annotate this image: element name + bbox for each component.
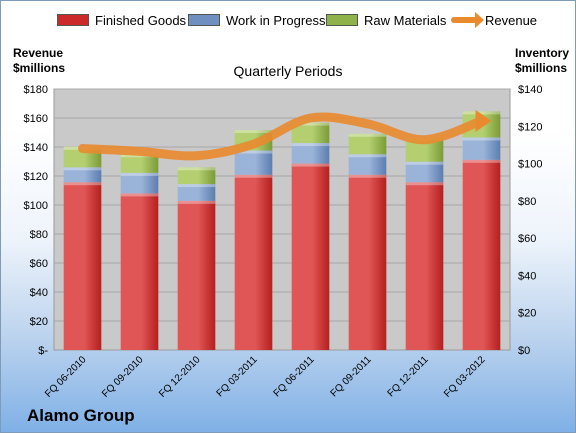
bar-highlight	[348, 154, 387, 158]
category-label: FQ 06-2011	[272, 354, 317, 399]
left-axis-tick-label: $100	[24, 200, 48, 212]
bar-work-in-progress	[405, 161, 444, 183]
bar-highlight	[177, 200, 216, 204]
left-axis-tick-label: $160	[24, 113, 48, 125]
bar-highlight	[177, 167, 216, 171]
left-axis-tick-label: $40	[30, 287, 48, 299]
legend-item-work-in-progress: Work in Progress	[188, 11, 325, 29]
category-label: FQ 03-2012	[442, 354, 488, 400]
right-axis-tick-label: $140	[518, 84, 542, 96]
left-axis-tick-label: $20	[30, 316, 48, 328]
bar-finished-goods	[348, 174, 387, 350]
left-axis-tick-label: $-	[38, 345, 48, 357]
legend: Finished Goods Work in Progress Raw Mate…	[1, 11, 575, 33]
left-axis-tick-label: $180	[24, 84, 48, 96]
bar-finished-goods	[63, 182, 102, 350]
bar-finished-goods	[234, 174, 273, 350]
bar-work-in-progress	[63, 167, 102, 183]
bar-highlight	[462, 137, 501, 141]
bar-highlight	[120, 172, 159, 176]
left-axis-tick-label: $120	[24, 171, 48, 183]
bar-work-in-progress	[291, 143, 330, 164]
bar-highlight	[462, 159, 501, 163]
legend-label-revenue: Revenue	[485, 12, 538, 28]
category-label: FQ 12-2010	[157, 354, 203, 400]
category-label: FQ 12-2011	[386, 354, 431, 399]
left-axis-tick-label: $60	[30, 258, 48, 270]
bar-highlight	[291, 143, 330, 147]
legend-swatch-work-in-progress	[188, 14, 220, 26]
bar-work-in-progress	[234, 150, 273, 175]
bar-highlight	[234, 130, 273, 134]
bar-highlight	[405, 182, 444, 186]
bar-highlight	[234, 150, 273, 154]
legend-label-finished-goods: Finished Goods	[95, 12, 187, 28]
bar-raw-materials	[177, 167, 216, 185]
legend-label-work-in-progress: Work in Progress	[226, 12, 326, 28]
legend-swatch-raw-materials	[326, 14, 358, 26]
bar-work-in-progress	[177, 184, 216, 201]
bar-finished-goods	[462, 159, 501, 350]
right-axis-tick-label: $80	[518, 196, 536, 208]
bar-highlight	[234, 174, 273, 178]
bar-raw-materials	[348, 133, 387, 155]
bar-highlight	[291, 122, 330, 126]
chart-subtitle: Quarterly Periods	[233, 63, 343, 79]
legend-swatch-revenue	[451, 12, 484, 28]
bar-highlight	[348, 174, 387, 178]
category-label: FQ 09-2011	[329, 354, 374, 399]
revenue-line	[78, 112, 486, 161]
legend-item-raw-materials: Raw Materials	[326, 11, 446, 29]
bar-highlight	[120, 193, 159, 197]
right-axis-tick-label: $40	[518, 270, 536, 282]
bar-finished-goods	[405, 182, 444, 350]
bar-highlight	[63, 182, 102, 186]
right-axis-tick-label: $0	[518, 345, 530, 357]
bar-work-in-progress	[348, 154, 387, 175]
bar-highlight	[462, 111, 501, 115]
legend-item-revenue: Revenue	[451, 11, 537, 29]
category-label: FQ 09-2010	[100, 354, 146, 400]
bar-finished-goods	[120, 193, 159, 350]
category-label: FQ 06-2010	[43, 354, 89, 400]
bar-highlight	[63, 167, 102, 171]
right-axis-tick-label: $120	[518, 121, 542, 133]
right-axis-tick-label: $60	[518, 233, 536, 245]
company-name: Alamo Group	[27, 406, 135, 425]
legend-item-finished-goods: Finished Goods	[57, 11, 186, 29]
left-axis-title: Revenue $millions	[13, 46, 66, 75]
bar-raw-materials	[120, 154, 159, 173]
legend-swatch-finished-goods	[57, 14, 89, 26]
category-label: FQ 03-2011	[215, 354, 260, 399]
bar-raw-materials	[291, 122, 330, 144]
bar-highlight	[405, 161, 444, 165]
bar-finished-goods	[291, 163, 330, 350]
bar-highlight	[291, 163, 330, 167]
bar-work-in-progress	[462, 137, 501, 160]
legend-label-raw-materials: Raw Materials	[364, 12, 447, 28]
bar-highlight	[348, 133, 387, 137]
bar-finished-goods	[177, 200, 216, 350]
revenue-arrowhead	[475, 109, 492, 132]
right-axis-tick-label: $100	[518, 159, 542, 171]
left-axis-tick-label: $80	[30, 229, 48, 241]
left-axis-tick-label: $140	[24, 142, 48, 154]
right-axis-tick-label: $20	[518, 308, 536, 320]
right-axis-title: Inventory $millions	[515, 46, 570, 75]
bar-work-in-progress	[120, 172, 159, 194]
bar-highlight	[177, 184, 216, 188]
